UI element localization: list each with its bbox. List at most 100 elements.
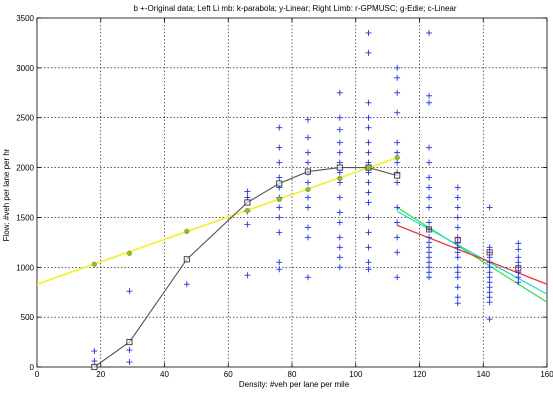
parabola-marker bbox=[126, 339, 133, 346]
original-data-point bbox=[394, 249, 401, 256]
x-tick-label: 160 bbox=[540, 370, 553, 379]
original-data-point bbox=[304, 224, 311, 231]
original-data-point bbox=[276, 174, 283, 181]
plot-area: 0 20 40 60 80 100 120 140 160 0 500 1000 1500 2000 250… bbox=[16, 14, 553, 379]
original-data-point bbox=[454, 254, 461, 261]
original-data-point bbox=[426, 99, 433, 106]
parabola-marker bbox=[394, 172, 401, 179]
gpmusc-marker bbox=[454, 237, 461, 244]
original-data-point bbox=[244, 272, 251, 279]
original-data-point bbox=[486, 316, 493, 323]
original-data-point bbox=[365, 114, 372, 121]
original-data-point bbox=[336, 254, 343, 261]
original-data-point bbox=[454, 294, 461, 301]
original-data-point bbox=[365, 49, 372, 56]
gpmusc-marker bbox=[426, 226, 433, 233]
linear-left-marker bbox=[337, 175, 343, 182]
original-data-point bbox=[365, 124, 372, 131]
gpmusc-line bbox=[396, 224, 547, 285]
original-data-point bbox=[336, 219, 343, 226]
linear_right-line bbox=[396, 210, 547, 295]
y-axis-label: Flow: #veh per lane per hr bbox=[2, 148, 11, 241]
linear-left-marker bbox=[184, 228, 190, 235]
original-data-point bbox=[365, 259, 372, 266]
original-data-point bbox=[394, 89, 401, 96]
parabola-marker bbox=[183, 256, 190, 263]
original-data-point bbox=[454, 184, 461, 191]
parabola-marker bbox=[336, 164, 343, 171]
parabola-marker bbox=[244, 199, 251, 206]
original-data-point bbox=[426, 274, 433, 281]
linear-left-marker bbox=[244, 207, 251, 214]
x-tick-label: 120 bbox=[413, 370, 427, 379]
original-data-point bbox=[304, 116, 311, 123]
original-data-point bbox=[126, 359, 133, 366]
original-data-point bbox=[336, 89, 343, 96]
original-data-point bbox=[426, 184, 433, 191]
x-tick-label: 80 bbox=[288, 370, 297, 379]
original-data-point bbox=[126, 288, 133, 295]
original-data-point bbox=[426, 219, 433, 226]
original-data-point bbox=[276, 229, 283, 236]
original-data-point bbox=[276, 204, 283, 211]
original-data-point bbox=[365, 214, 372, 221]
original-data-point bbox=[454, 274, 461, 281]
original-data-point bbox=[454, 300, 461, 307]
x-tick-label: 140 bbox=[477, 370, 491, 379]
original-data-point bbox=[394, 204, 401, 211]
original-data-point bbox=[426, 92, 433, 99]
original-data-point bbox=[394, 109, 401, 116]
original-data-point bbox=[336, 234, 343, 241]
y-tick-label: 0 bbox=[30, 363, 35, 372]
original-data-point bbox=[336, 264, 343, 271]
linear-left-line bbox=[37, 156, 398, 286]
original-data-point bbox=[304, 234, 311, 241]
original-data-point bbox=[91, 358, 98, 365]
y-tick-label: 1000 bbox=[16, 263, 34, 272]
original-data-point bbox=[426, 29, 433, 36]
original-data-point bbox=[394, 179, 401, 186]
original-data-point bbox=[244, 221, 251, 228]
y-tick-label: 500 bbox=[21, 313, 35, 322]
x-tick-label: 40 bbox=[160, 370, 169, 379]
original-data-point bbox=[126, 347, 133, 354]
original-data-point bbox=[365, 149, 372, 156]
y-tick-label: 3500 bbox=[16, 14, 34, 23]
y-tick-label: 1500 bbox=[16, 213, 34, 222]
original-data-point bbox=[394, 219, 401, 226]
original-data-point bbox=[365, 229, 372, 236]
linear-left-marker bbox=[276, 196, 282, 203]
x-tick-label: 0 bbox=[35, 370, 40, 379]
original-data-point bbox=[276, 159, 283, 166]
original-data-point bbox=[336, 126, 343, 133]
original-data-point bbox=[276, 214, 283, 221]
original-data-point bbox=[336, 209, 343, 216]
original-data-point bbox=[454, 224, 461, 231]
original-data-point bbox=[244, 188, 251, 195]
original-data-point bbox=[304, 159, 311, 166]
original-data-point bbox=[394, 149, 401, 156]
original-data-point bbox=[276, 266, 283, 273]
original-data-point bbox=[365, 29, 372, 36]
original-data-point bbox=[365, 244, 372, 251]
original-data-point bbox=[365, 139, 372, 146]
original-data-point bbox=[336, 194, 343, 201]
original-data-point bbox=[336, 139, 343, 146]
linear-left-marker bbox=[394, 154, 400, 161]
original-data-point bbox=[304, 179, 311, 186]
y-tick-label: 2000 bbox=[16, 164, 34, 173]
parabola-marker bbox=[91, 363, 98, 371]
original-data-point bbox=[336, 244, 343, 251]
x-axis-label: Density: #veh per lane per mile bbox=[239, 380, 350, 389]
x-tick-label: 20 bbox=[96, 370, 105, 379]
gpmusc-marker bbox=[486, 249, 493, 256]
parabola-marker bbox=[304, 168, 311, 175]
original-data-point bbox=[515, 240, 522, 247]
original-data-point bbox=[426, 174, 433, 181]
original-data-point bbox=[304, 149, 311, 156]
original-data-point bbox=[394, 234, 401, 241]
original-data-point bbox=[426, 159, 433, 166]
original-data-point bbox=[365, 189, 372, 196]
original-data-point bbox=[365, 266, 372, 273]
original-data-point bbox=[304, 274, 311, 281]
